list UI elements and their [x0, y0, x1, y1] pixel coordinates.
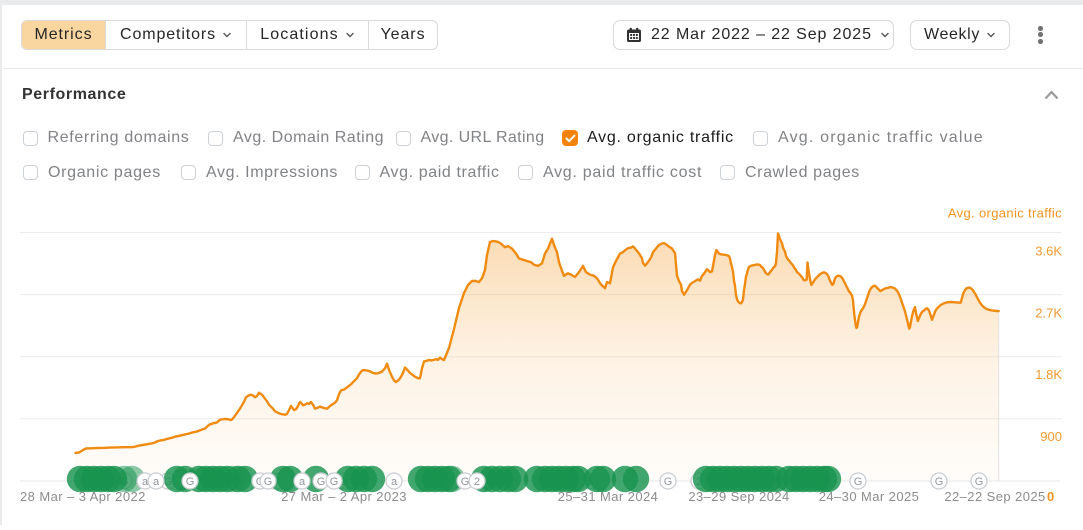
- svg-text:a: a: [153, 476, 160, 488]
- svg-text:2: 2: [474, 476, 480, 488]
- svg-text:a: a: [142, 476, 149, 488]
- svg-text:G: G: [461, 476, 470, 488]
- svg-text:25–31 Mar 2024: 25–31 Mar 2024: [558, 489, 659, 504]
- svg-text:2.7K: 2.7K: [1035, 306, 1062, 321]
- svg-text:G: G: [330, 476, 339, 488]
- svg-text:G: G: [935, 476, 944, 488]
- svg-text:27 Mar – 2 Apr 2023: 27 Mar – 2 Apr 2023: [281, 489, 407, 504]
- svg-text:G: G: [854, 476, 863, 488]
- svg-text:28 Mar – 3 Apr 2022: 28 Mar – 3 Apr 2022: [20, 489, 146, 504]
- svg-text:23–29 Sep 2024: 23–29 Sep 2024: [688, 489, 789, 504]
- svg-text:1.8K: 1.8K: [1035, 367, 1062, 382]
- svg-text:G: G: [975, 476, 984, 488]
- svg-text:900: 900: [1040, 429, 1062, 444]
- svg-text:a: a: [299, 476, 306, 488]
- svg-text:G: G: [664, 476, 673, 488]
- svg-text:G: G: [264, 476, 273, 488]
- svg-text:0: 0: [1047, 489, 1054, 504]
- svg-text:Avg. organic traffic: Avg. organic traffic: [948, 206, 1062, 221]
- svg-text:3.6K: 3.6K: [1035, 244, 1062, 259]
- svg-text:G: G: [186, 476, 195, 488]
- svg-text:a: a: [391, 476, 398, 488]
- svg-text:G: G: [317, 476, 326, 488]
- svg-text:22–22 Sep 2025: 22–22 Sep 2025: [944, 489, 1045, 504]
- svg-text:24–30 Mar 2025: 24–30 Mar 2025: [819, 489, 920, 504]
